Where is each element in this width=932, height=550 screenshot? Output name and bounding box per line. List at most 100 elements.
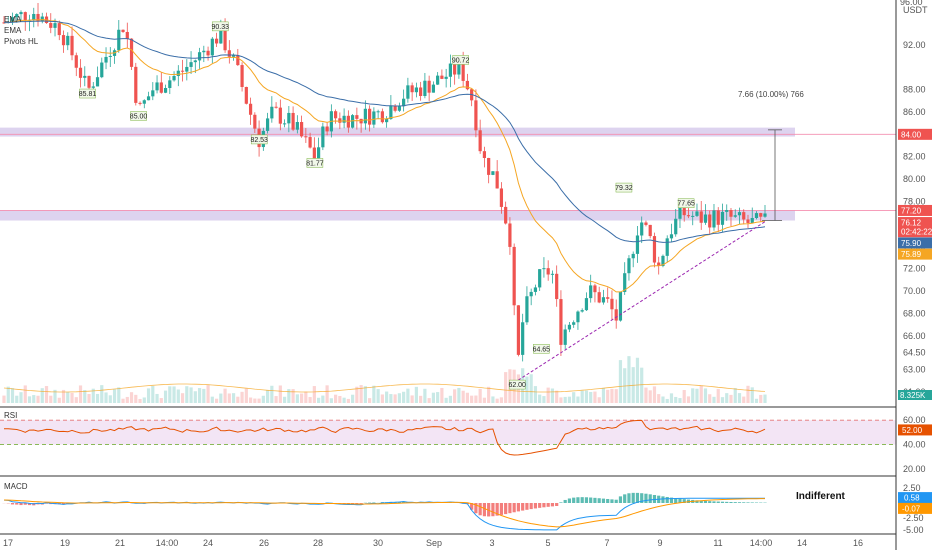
volume-bar (380, 394, 384, 403)
volume-bar (78, 385, 83, 403)
candle-body (138, 102, 142, 104)
volume-bar (686, 396, 691, 403)
candle-body (214, 38, 219, 44)
candle-body (172, 75, 176, 81)
time-tick: 17 (3, 538, 13, 548)
candle-body (593, 285, 597, 293)
pivot-box (250, 134, 268, 145)
volume-bar (691, 388, 695, 403)
pivot-box (533, 344, 550, 354)
candle-body (325, 126, 329, 132)
volume-bar (248, 397, 253, 403)
macd-histogram-bar (10, 503, 15, 505)
price-badge-text: 75.89 (901, 250, 922, 259)
volume-bar (168, 386, 172, 403)
candle-body (686, 215, 691, 217)
pivot-box (508, 379, 526, 390)
volume-badge-text: 8.325K (900, 391, 926, 400)
candle-body (584, 298, 589, 311)
candle-body (563, 329, 567, 345)
candle-body (57, 23, 61, 36)
macd-histogram-bar (584, 497, 589, 503)
candle-body (95, 77, 100, 87)
price-badge (898, 248, 932, 260)
macd-histogram-bar (482, 503, 487, 517)
time-tick: 5 (545, 538, 550, 548)
volume-bar (716, 389, 720, 403)
macd-histogram-bar (550, 503, 555, 507)
macd-histogram-bar (351, 503, 355, 504)
candle-body (291, 112, 295, 130)
candle-body (691, 215, 695, 217)
candle-body (206, 50, 210, 56)
volume-bar (397, 393, 401, 403)
macd-histogram-bar (750, 502, 754, 503)
volume-bar (474, 395, 478, 403)
volume-bar (465, 392, 470, 403)
candle-body (66, 35, 70, 46)
volume-bar (729, 394, 733, 403)
volume-bar (406, 388, 410, 403)
candle-body (623, 273, 627, 292)
pivot-label: 90.72 (452, 57, 470, 64)
candle-body (453, 63, 457, 75)
candle-body (236, 55, 240, 66)
legend-ema-a: EMA (4, 15, 22, 24)
volume-bar (261, 395, 265, 403)
volume-bar (385, 391, 389, 403)
candle-body (355, 115, 359, 119)
price-badge-text: 02:42:22 (901, 228, 932, 237)
volume-bar (495, 398, 499, 403)
macd-histogram-bar (606, 498, 610, 503)
pivot-box (211, 21, 229, 32)
volume-bar (419, 395, 423, 403)
time-tick: 3 (489, 538, 494, 548)
volume-bar (342, 397, 346, 403)
macd-histogram-bar (470, 503, 474, 510)
volume-bar (635, 357, 640, 403)
candle-body (163, 87, 168, 93)
price-badge-text: 75.90 (901, 239, 922, 248)
volume-bar (100, 385, 104, 403)
volume-bar (750, 387, 754, 403)
candle-body (525, 296, 529, 323)
candle-body (87, 75, 91, 88)
volume-bar (372, 385, 376, 403)
candle-body (669, 234, 674, 239)
ema-fast-line (3, 19, 766, 293)
volume-bar (202, 388, 206, 403)
time-axis: 17 19 21 14:00 24 26 28 30 Sep 3 5 7 9 11 14:00 14 16 (3, 538, 863, 548)
pivot-labels: 85.81 85.00 90.33 82.53 81.77 90.72 79.32 77.65… (79, 21, 695, 390)
time-tick: 7 (604, 538, 609, 548)
volume-bar (491, 396, 495, 403)
candle-body (155, 82, 159, 91)
candle-body (589, 285, 593, 299)
volume-bar (32, 395, 36, 403)
pivot-box (677, 198, 695, 208)
volume-bar (121, 398, 125, 403)
candle-body (19, 12, 23, 15)
candle-body (576, 311, 580, 323)
volume-bar (57, 397, 61, 403)
volume-bar (27, 396, 32, 403)
volume-bar (151, 385, 155, 403)
volume-bar (240, 391, 244, 403)
volume-bar (546, 387, 550, 403)
pivot-label: 64.65 (533, 346, 551, 353)
macd-histogram-bar (499, 503, 504, 515)
volume-bar (308, 397, 312, 403)
rsi-badge-text: 52.00 (902, 426, 923, 435)
candle-body (529, 291, 533, 297)
macd-histogram-bar (533, 503, 538, 509)
annotation-note: Indifferent (796, 491, 845, 502)
macd-histogram-bar (525, 503, 529, 510)
candle-body (265, 118, 270, 131)
candle-body (10, 17, 15, 22)
volume-bar (282, 396, 287, 403)
candle-body (538, 269, 542, 288)
candle-body (665, 238, 669, 256)
volume-bar (257, 398, 261, 403)
volume-bar (172, 386, 176, 403)
